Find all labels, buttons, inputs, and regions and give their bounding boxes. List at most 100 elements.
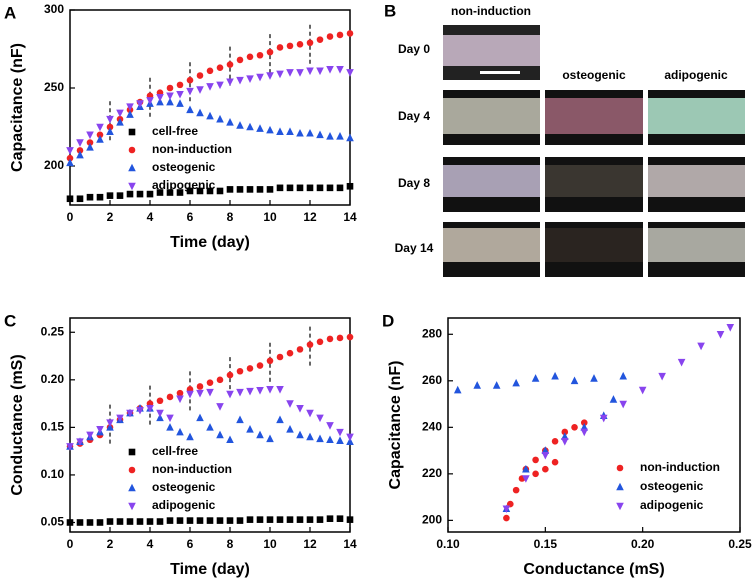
marker: [96, 519, 104, 526]
x-tick-label: 8: [227, 537, 234, 551]
marker: [326, 184, 334, 192]
plot-frame: [447, 317, 741, 533]
marker: [266, 357, 274, 365]
marker: [276, 44, 284, 51]
y-axis-title: Capacitance (nF): [9, 43, 26, 172]
marker: [206, 187, 214, 195]
marker: [599, 414, 608, 423]
marker: [286, 424, 294, 433]
marker: [66, 154, 74, 162]
marker: [336, 334, 344, 342]
row-label: Day 4: [398, 109, 430, 123]
marker: [126, 103, 134, 112]
marker: [246, 75, 254, 83]
marker: [551, 437, 559, 445]
marker: [326, 33, 334, 40]
panel-letter: D: [382, 311, 394, 330]
marker: [296, 516, 304, 523]
marker: [256, 516, 264, 523]
marker: [76, 150, 84, 159]
marker: [296, 346, 304, 353]
x-tick-label: 14: [343, 210, 357, 224]
marker: [276, 353, 284, 361]
marker: [266, 434, 274, 443]
marker: [176, 395, 184, 404]
marker: [580, 428, 589, 437]
marker: [186, 390, 194, 399]
marker: [316, 434, 324, 443]
y-tick-label: 0.05: [41, 515, 65, 529]
marker: [206, 83, 214, 91]
marker: [286, 400, 294, 408]
marker: [126, 518, 134, 525]
marker: [266, 48, 274, 56]
marker: [296, 405, 304, 413]
marker: [316, 184, 324, 192]
marker: [316, 414, 324, 423]
marker: [531, 374, 540, 382]
marker: [226, 78, 234, 87]
legend-label: osteogenic: [152, 480, 216, 494]
marker: [236, 388, 244, 397]
y-tick-label: 0.15: [41, 420, 65, 434]
marker: [156, 409, 164, 418]
marker: [236, 517, 244, 524]
marker: [286, 127, 294, 135]
marker: [276, 127, 284, 135]
micrograph-grid: [443, 25, 745, 277]
marker: [186, 76, 194, 84]
marker: [326, 515, 334, 522]
legend-label: cell-free: [152, 124, 198, 138]
marker: [196, 383, 204, 390]
marker: [166, 84, 174, 92]
marker: [86, 142, 94, 151]
marker: [638, 386, 647, 395]
marker: [106, 419, 114, 427]
marker: [266, 386, 274, 394]
marker: [346, 516, 354, 523]
y-tick-label: 250: [44, 80, 64, 94]
marker: [266, 72, 274, 80]
marker: [126, 190, 134, 198]
marker: [296, 41, 304, 48]
micrograph-edge: [443, 222, 745, 228]
x-tick-label: 10: [263, 537, 277, 551]
marker: [166, 414, 174, 423]
marker: [551, 458, 559, 466]
marker: [86, 519, 94, 526]
marker: [658, 372, 666, 381]
marker: [206, 67, 214, 75]
x-tick-label: 6: [187, 537, 194, 551]
marker: [326, 422, 334, 430]
marker: [326, 335, 334, 343]
marker: [619, 400, 627, 409]
y-tick-label: 280: [422, 326, 442, 340]
row-label: Day 8: [398, 176, 430, 190]
marker: [716, 330, 725, 339]
legend-marker: [128, 128, 136, 136]
x-tick-label: 0: [67, 537, 74, 551]
marker: [126, 110, 134, 118]
column-label: non-induction: [451, 4, 531, 18]
marker: [256, 73, 264, 82]
marker: [326, 65, 334, 74]
marker: [116, 414, 124, 423]
marker: [186, 105, 194, 114]
y-tick-label: 0.20: [41, 372, 65, 386]
marker: [346, 433, 354, 442]
marker: [551, 371, 559, 380]
marker: [336, 515, 344, 522]
legend-marker: [616, 482, 624, 491]
marker: [146, 97, 154, 105]
marker: [176, 427, 184, 436]
marker: [492, 381, 501, 389]
marker: [136, 406, 144, 415]
marker: [286, 69, 294, 77]
micrograph-edge: [443, 262, 745, 277]
marker: [296, 69, 304, 77]
marker: [166, 92, 174, 101]
marker: [86, 131, 94, 140]
marker: [216, 64, 224, 72]
marker: [570, 376, 579, 385]
